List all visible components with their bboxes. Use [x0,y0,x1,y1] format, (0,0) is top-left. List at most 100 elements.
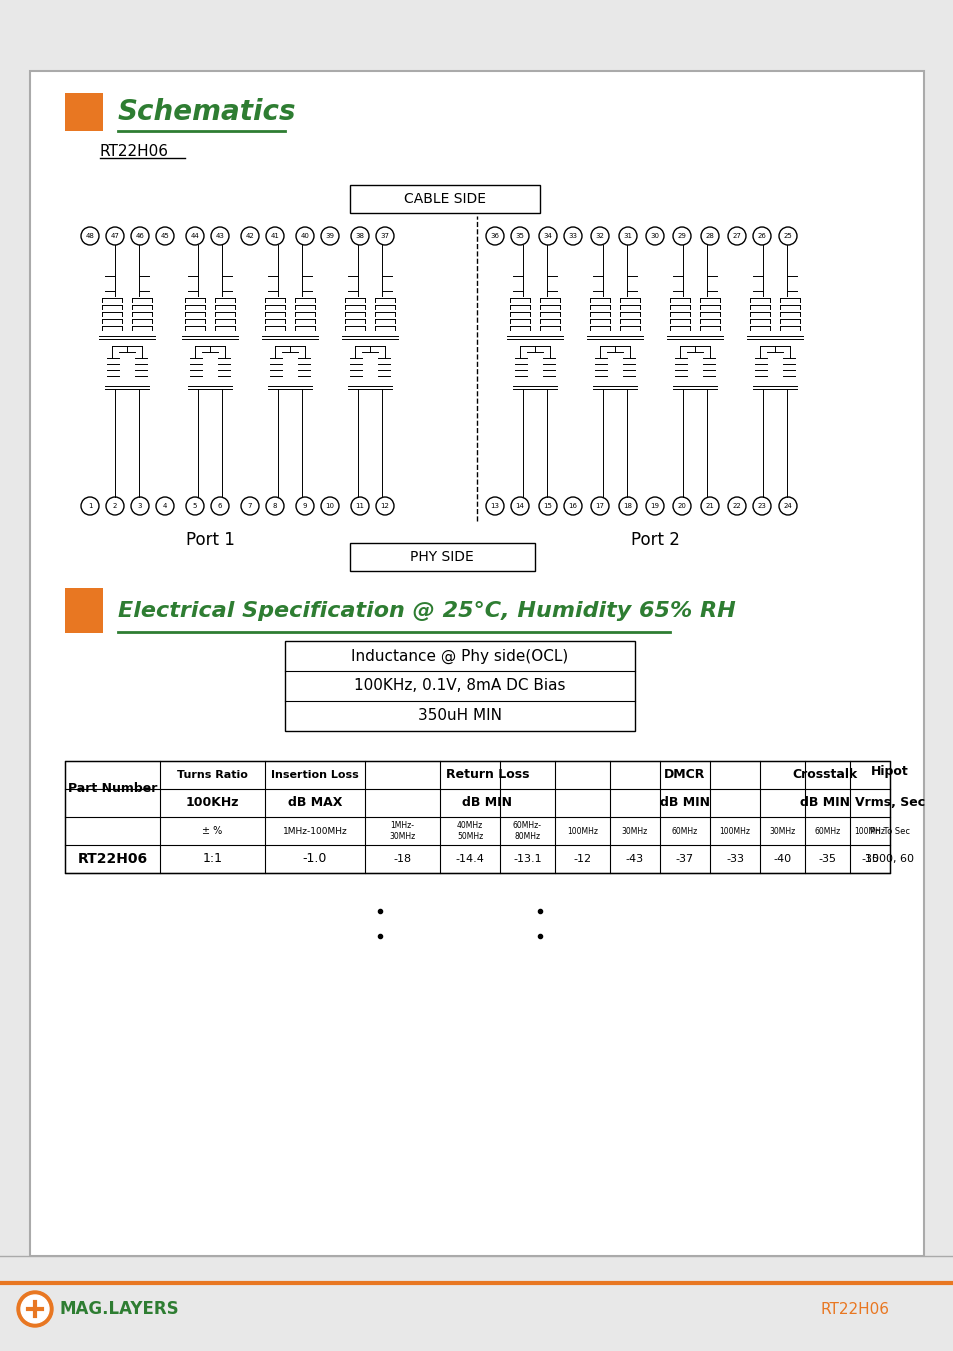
Text: 36: 36 [490,232,499,239]
Text: 8: 8 [273,503,277,509]
Text: 46: 46 [135,232,144,239]
Text: 40MHz
50MHz: 40MHz 50MHz [456,821,482,840]
Text: Port 2: Port 2 [630,531,679,549]
Bar [0,1256,953,1351]
Text: 41: 41 [271,232,279,239]
Text: 43: 43 [215,232,224,239]
Text: Vrms, Sec: Vrms, Sec [854,797,924,809]
Text: 21: 21 [705,503,714,509]
Text: 11: 11 [355,503,364,509]
Text: -13.1: -13.1 [513,854,541,865]
Text: 19: 19 [650,503,659,509]
Text: Schematics: Schematics [118,99,296,126]
Text: 40: 40 [300,232,309,239]
Text: -12: -12 [573,854,591,865]
Text: 48: 48 [86,232,94,239]
Text: 42: 42 [245,232,254,239]
Text: 13: 13 [490,503,499,509]
Text: 16: 16 [568,503,577,509]
Text: 1:1: 1:1 [202,852,222,866]
Text: 4: 4 [163,503,167,509]
Text: 47: 47 [111,232,119,239]
Bar [65,588,103,634]
Text: 24: 24 [782,503,792,509]
Text: 33: 33 [568,232,577,239]
Text: dB MIN: dB MIN [659,797,709,809]
Text: 32: 32 [595,232,604,239]
Text: 2: 2 [112,503,117,509]
Text: 14: 14 [515,503,524,509]
Text: 60MHz: 60MHz [814,827,840,835]
Text: 28: 28 [705,232,714,239]
Text: 25: 25 [782,232,792,239]
Text: 45: 45 [160,232,170,239]
FancyBboxPatch shape [30,72,923,1256]
Text: -30: -30 [861,854,878,865]
Text: 100MHz: 100MHz [719,827,750,835]
Text: Port 1: Port 1 [186,531,234,549]
Text: 30MHz: 30MHz [621,827,647,835]
Text: RT22H06: RT22H06 [821,1301,889,1316]
Text: 30MHz: 30MHz [768,827,795,835]
Text: 15: 15 [543,503,552,509]
Text: Return Loss: Return Loss [445,769,529,781]
Text: 7: 7 [248,503,252,509]
FancyBboxPatch shape [350,185,539,213]
Text: 38: 38 [355,232,364,239]
Text: Part Number: Part Number [68,782,157,796]
Text: RT22H06: RT22H06 [100,143,169,158]
FancyBboxPatch shape [285,640,635,731]
Text: -43: -43 [625,854,643,865]
Text: 37: 37 [380,232,389,239]
Text: PHY SIDE: PHY SIDE [410,550,474,563]
Text: Hipot: Hipot [870,766,908,778]
Text: 12: 12 [380,503,389,509]
Text: Turns Ratio: Turns Ratio [177,770,248,780]
Text: -35: -35 [818,854,836,865]
Text: 1MHz-100MHz: 1MHz-100MHz [282,827,347,835]
Text: 44: 44 [191,232,199,239]
Text: 9: 9 [302,503,307,509]
Text: dB MIN: dB MIN [462,797,512,809]
Bar [65,761,889,873]
Text: 22: 22 [732,503,740,509]
Text: 60MHz-
80MHz: 60MHz- 80MHz [513,821,541,840]
Text: Insertion Loss: Insertion Loss [271,770,358,780]
Text: 1MHz-
30MHz: 1MHz- 30MHz [389,821,416,840]
Text: 27: 27 [732,232,740,239]
Circle shape [21,1296,49,1323]
Text: 100KHz: 100KHz [186,797,239,809]
FancyBboxPatch shape [350,543,535,571]
Text: 23: 23 [757,503,765,509]
Text: MAG.LAYERS: MAG.LAYERS [60,1300,179,1319]
Text: 18: 18 [623,503,632,509]
Text: 20: 20 [677,503,686,509]
Text: CABLE SIDE: CABLE SIDE [403,192,485,205]
Text: 26: 26 [757,232,765,239]
Text: 10: 10 [325,503,335,509]
Text: 3: 3 [137,503,142,509]
Text: 17: 17 [595,503,604,509]
Bar [65,93,103,131]
Text: 100MHz: 100MHz [854,827,884,835]
Text: -37: -37 [676,854,694,865]
Circle shape [17,1292,53,1327]
Text: 34: 34 [543,232,552,239]
Text: -14.4: -14.4 [456,854,484,865]
Text: 31: 31 [623,232,632,239]
Text: -1.0: -1.0 [302,852,327,866]
Text: 5: 5 [193,503,197,509]
Text: 6: 6 [217,503,222,509]
Text: 100MHz: 100MHz [566,827,598,835]
Text: 29: 29 [677,232,686,239]
Text: 1500, 60: 1500, 60 [864,854,914,865]
Text: 30: 30 [650,232,659,239]
Text: 39: 39 [325,232,335,239]
Text: Crosstalk: Crosstalk [792,769,857,781]
Text: 60MHz: 60MHz [671,827,698,835]
Text: dB MIN: dB MIN [800,797,849,809]
Text: -40: -40 [773,854,791,865]
Text: Pri To Sec: Pri To Sec [869,827,909,835]
Text: ± %: ± % [202,825,222,836]
Text: -33: -33 [725,854,743,865]
